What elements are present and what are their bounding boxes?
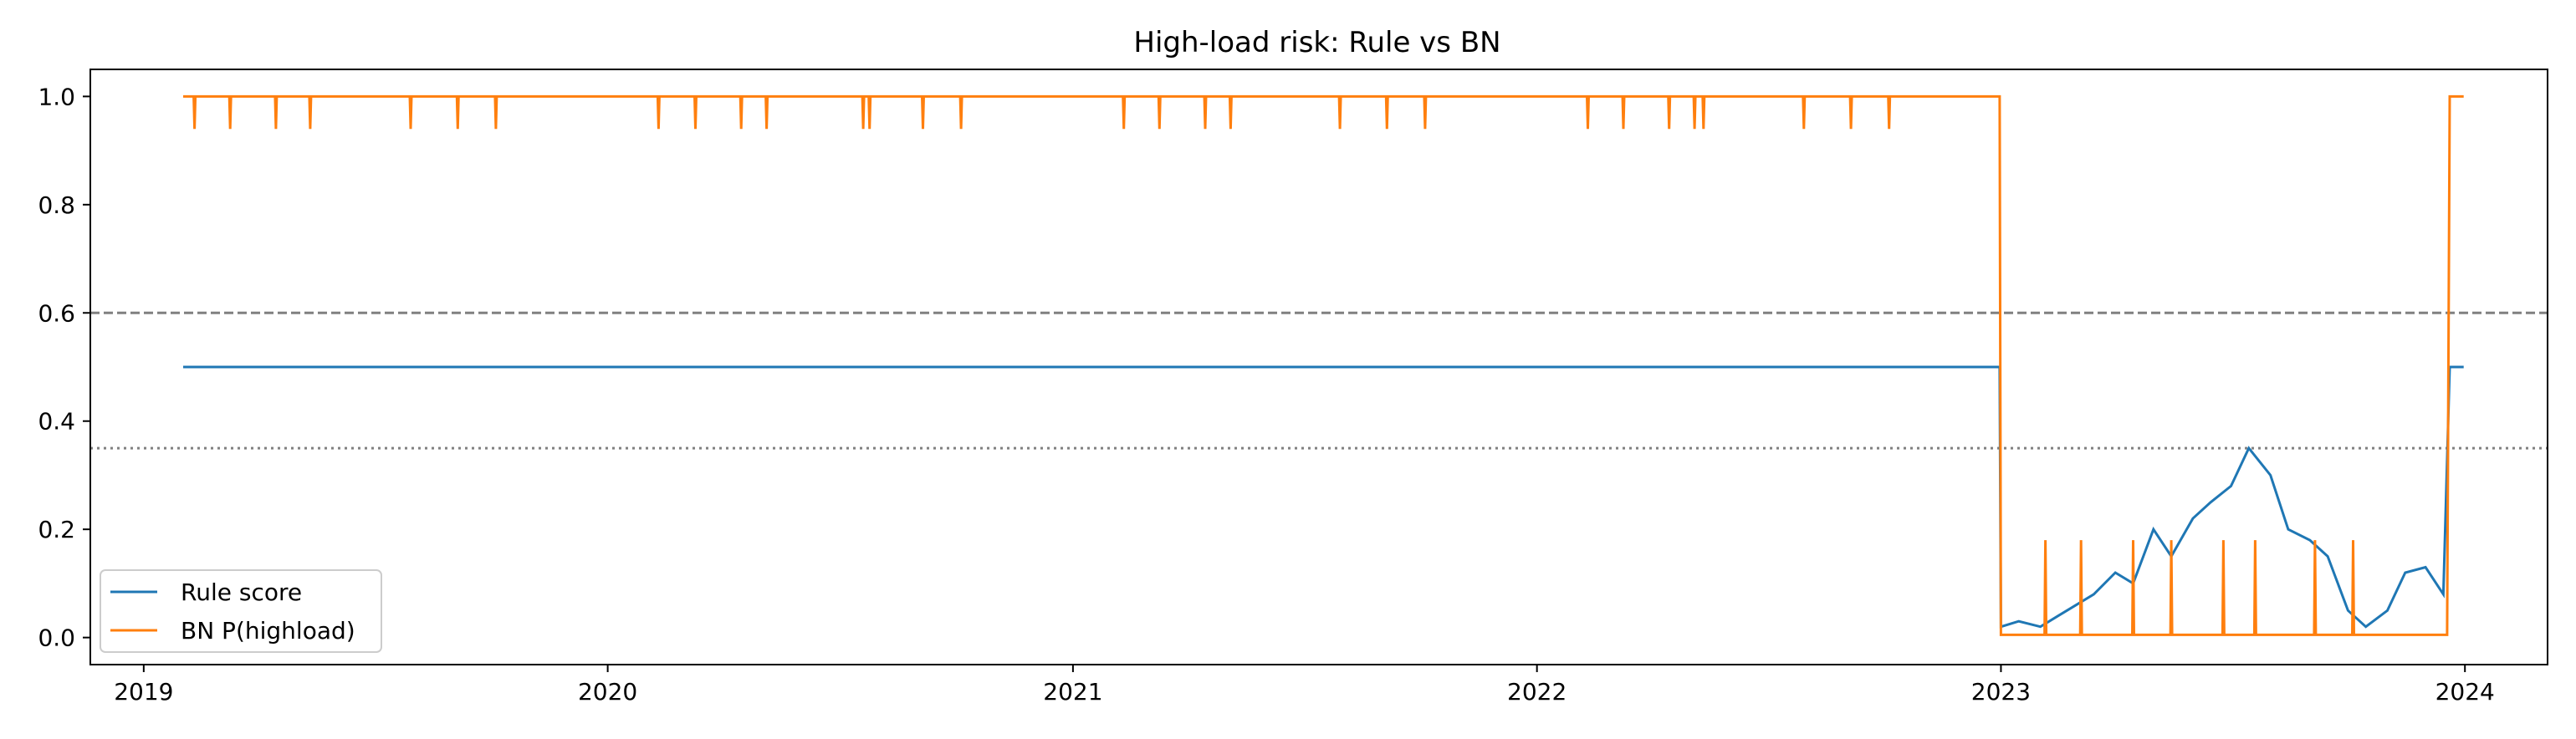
y-tick-label-0.6: 0.6 — [38, 299, 75, 327]
legend-label-1: BN P(highload) — [181, 617, 355, 645]
y-tick-label-0.4: 0.4 — [38, 408, 75, 436]
series-line-0 — [183, 365, 2464, 629]
y-tick-label-0.8: 0.8 — [38, 191, 75, 219]
y-tick-label-1.0: 1.0 — [38, 83, 75, 110]
legend-box — [100, 569, 382, 653]
x-tick-label-2019: 2019 — [114, 678, 173, 706]
axes-frame — [89, 69, 2548, 665]
plot-area — [90, 94, 2548, 636]
series-group — [183, 94, 2464, 636]
y-tick-label-0.0: 0.0 — [38, 624, 75, 652]
legend: Rule score BN P(highload) — [100, 569, 382, 653]
x-tick-label-2020: 2020 — [578, 678, 637, 706]
x-tick-label-2022: 2022 — [1507, 678, 1567, 706]
x-tick-label-2021: 2021 — [1043, 678, 1102, 706]
x-tick-label-2023: 2023 — [1971, 678, 2031, 706]
axes: 2019 2020 2021 2022 2023 2024 0.0 0.2 0.4 0.6 0.8 1… — [38, 69, 2548, 706]
chart-title: High-load risk: Rule vs BN — [1133, 26, 1500, 59]
series-line-1 — [183, 94, 2464, 636]
legend-label-0: Rule score — [181, 578, 302, 606]
x-tick-label-2024: 2024 — [2435, 678, 2495, 706]
y-tick-label-0.2: 0.2 — [38, 516, 75, 543]
